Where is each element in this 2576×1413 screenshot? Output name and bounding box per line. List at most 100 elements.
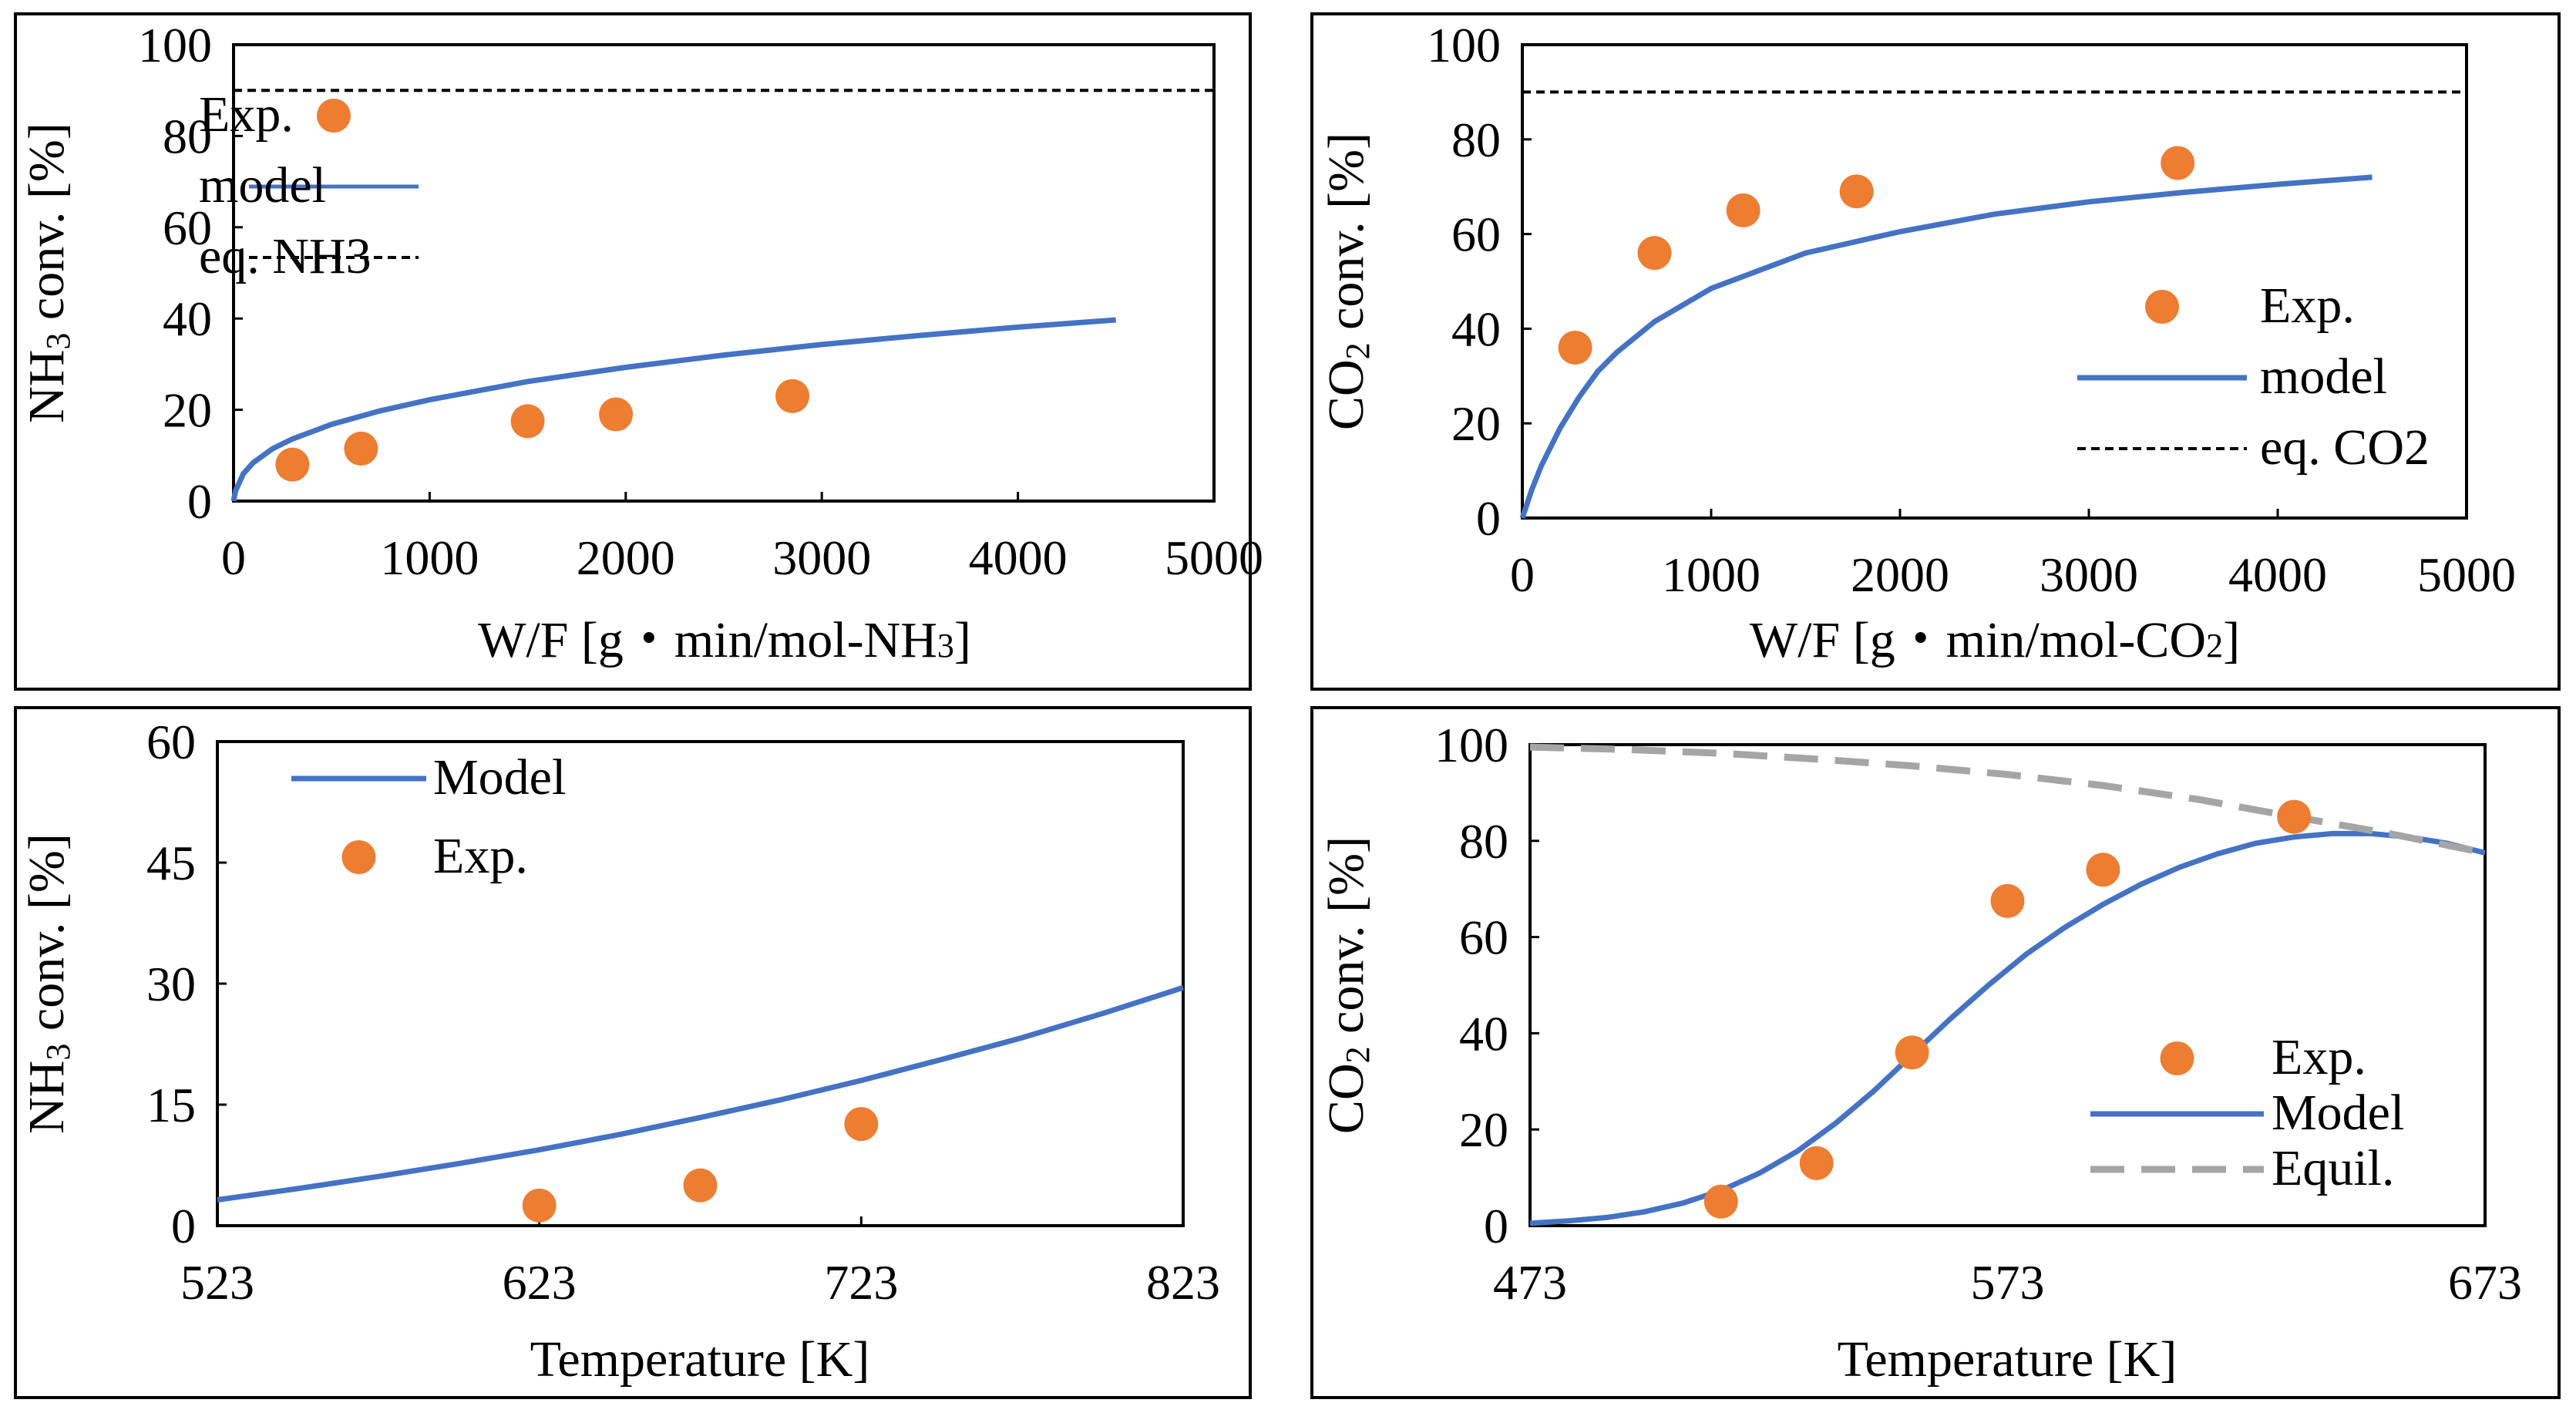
y-tick-label: 0 — [1484, 1199, 1508, 1253]
exp-data-point — [1703, 1184, 1738, 1219]
plot-area-border — [232, 43, 1216, 503]
model-series-line — [217, 984, 1185, 1203]
x-axis-title-subscript: 2 — [2206, 627, 2223, 664]
y-tick-label: 40 — [1451, 301, 1501, 356]
exp-data-point — [1839, 174, 1874, 209]
exp-data-point — [1637, 236, 1672, 271]
legend-label: eq. CO2 — [2260, 419, 2430, 476]
y-tick-label: 0 — [171, 1199, 196, 1253]
x-axis-title-main: W/F [g・min/mol-CO — [1750, 612, 2206, 668]
panel-nh3-conv-vs-wf: 0 1000 2000 3000 4000 5000 0 20 40 60 80 100 W/F [g・… — [18, 18, 1263, 668]
model-series-line — [1529, 830, 2486, 1226]
y-axis-title-end: conv. [%] — [1318, 836, 1374, 1046]
y-tick-label: 60 — [1451, 207, 1501, 262]
x-tick-label: 523 — [180, 1255, 254, 1310]
exp-data-point — [775, 378, 810, 413]
equilibrium-series-line — [1529, 743, 2486, 856]
plot-area-border — [1521, 43, 2468, 520]
y-axis-title-end: conv. [%] — [18, 833, 75, 1043]
x-tick-label: 1000 — [1662, 547, 1760, 602]
exp-data-point — [2161, 146, 2195, 180]
legend-label: Exp. — [2260, 278, 2355, 334]
panel-nh3-conv-vs-temperature: 523 623 723 823 0 15 30 45 60 Temperature [K] NH3 … — [18, 715, 1220, 1388]
y-axis-title-subscript: 3 — [39, 1044, 77, 1061]
exp-data-point — [344, 431, 378, 466]
y-tick-label: 0 — [1476, 491, 1501, 546]
y-axis-title-main: CO — [1318, 1063, 1374, 1134]
legend-marker-exp — [317, 99, 351, 133]
y-axis-title-main: NH — [18, 350, 75, 423]
x-axis-title-end: ] — [2223, 612, 2240, 668]
x-axis-title-main: Temperature [K] — [1838, 1331, 2177, 1388]
exp-data-point — [522, 1188, 557, 1223]
x-tick-label: 623 — [503, 1255, 577, 1310]
panel-frame — [14, 706, 1252, 1399]
y-axis-title-subscript: 2 — [1339, 342, 1377, 359]
y-axis-title-main: NH — [18, 1061, 75, 1134]
legend-label: model — [2260, 348, 2387, 405]
y-axis-title-main: CO — [1318, 359, 1374, 430]
y-tick-label: 80 — [1459, 814, 1508, 869]
panel-co2-conv-vs-temperature: 473 573 673 0 20 40 60 80 100 Temperature [K] CO2 … — [1318, 718, 2522, 1388]
y-tick-label: 45 — [146, 836, 196, 890]
exp-data-point — [844, 1107, 879, 1142]
x-axis-title: W/F [g・min/mol-CO2] — [1750, 612, 2240, 668]
y-axis-title: CO2 conv. [%] — [1318, 133, 1377, 430]
y-axis-title: CO2 conv. [%] — [1318, 836, 1377, 1134]
exp-data-point — [599, 397, 634, 432]
x-axis-title: Temperature [K] — [1838, 1331, 2177, 1388]
y-tick-label: 20 — [1451, 396, 1501, 451]
x-tick-label: 2000 — [577, 530, 675, 585]
x-tick-label: 573 — [1971, 1255, 2045, 1310]
legend-marker-exp — [341, 840, 376, 874]
y-tick-label: 60 — [146, 715, 196, 769]
y-tick-label: 100 — [138, 18, 212, 72]
x-tick-label: 823 — [1146, 1255, 1220, 1310]
panel-frame — [1310, 12, 2561, 691]
y-axis-title: NH3 conv. [%] — [18, 833, 77, 1134]
exp-data-point — [510, 404, 545, 439]
x-tick-label: 4000 — [2228, 547, 2327, 602]
exp-data-point — [1558, 330, 1592, 365]
legend-label: Exp. — [433, 828, 528, 884]
y-tick-label: 0 — [187, 474, 212, 529]
exp-data-point — [1726, 193, 1760, 227]
legend-label: Equil. — [2272, 1140, 2395, 1196]
x-tick-label: 473 — [1493, 1255, 1567, 1310]
y-tick-label: 40 — [163, 291, 212, 346]
x-tick-label: 4000 — [969, 530, 1068, 585]
legend-label: eq. NH3 — [199, 228, 372, 284]
exp-data-point — [1799, 1146, 1834, 1180]
exp-data-point — [2086, 853, 2120, 887]
y-tick-label: 100 — [1427, 18, 1501, 72]
legend-marker-exp — [2160, 1041, 2194, 1075]
y-axis-title-end: conv. [%] — [18, 123, 75, 332]
y-tick-label: 80 — [1451, 113, 1501, 167]
panel-frame — [1310, 706, 2561, 1399]
x-tick-label: 5000 — [1165, 530, 1263, 585]
x-tick-label: 1000 — [380, 530, 479, 585]
legend-label: Exp. — [2272, 1029, 2366, 1085]
y-tick-label: 100 — [1434, 718, 1508, 772]
y-tick-label: 60 — [1459, 910, 1508, 965]
y-axis-title-end: conv. [%] — [1318, 133, 1374, 342]
legend-label: model — [199, 157, 326, 214]
y-axis-title-subscript: 3 — [39, 333, 77, 350]
x-tick-label: 5000 — [2417, 547, 2516, 602]
x-tick-label: 0 — [1510, 547, 1535, 602]
y-tick-label: 15 — [146, 1078, 196, 1132]
legend-label: Model — [2272, 1085, 2404, 1141]
y-axis-title: NH3 conv. [%] — [18, 123, 77, 423]
x-tick-label: 0 — [221, 530, 246, 585]
exp-data-point — [1990, 883, 2025, 918]
x-tick-label: 2000 — [1851, 547, 1949, 602]
y-tick-label: 60 — [163, 200, 212, 255]
x-axis-title-main: Temperature [K] — [530, 1331, 870, 1388]
panel-frame — [14, 12, 1252, 691]
x-axis-title: Temperature [K] — [530, 1331, 870, 1388]
y-axis-title-subscript: 2 — [1339, 1046, 1377, 1063]
legend-label: Model — [433, 749, 566, 806]
x-axis-title-end: ] — [954, 612, 971, 668]
y-tick-label: 80 — [163, 109, 212, 163]
x-tick-label: 673 — [2448, 1255, 2522, 1310]
